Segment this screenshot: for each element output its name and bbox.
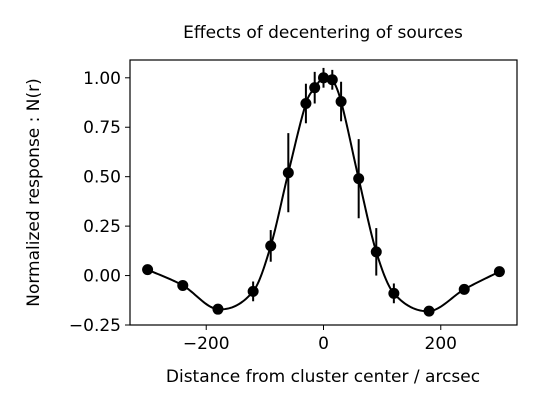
data-point — [265, 240, 277, 252]
y-tick-label: 0.50 — [83, 168, 121, 188]
data-point — [318, 72, 329, 84]
data-point — [388, 287, 400, 299]
data-point — [309, 82, 321, 94]
data-point — [493, 266, 505, 278]
y-axis-label: Normalized response : N(r) — [24, 78, 44, 307]
y-tick-label: 0.75 — [83, 118, 121, 138]
data-point — [142, 264, 154, 276]
data-point — [177, 279, 189, 291]
data-point — [282, 167, 294, 179]
y-tick-label: −0.25 — [69, 316, 121, 336]
plot-area — [129, 59, 518, 326]
x-tick-label: −200 — [183, 334, 230, 354]
error-bars — [252, 67, 395, 304]
data-point — [458, 283, 470, 295]
data-point — [247, 285, 259, 297]
x-axis-label: Distance from cluster center / arcsec — [166, 367, 480, 387]
x-tick-label: 0 — [318, 334, 329, 354]
data-point — [326, 74, 338, 86]
chart-title: Effects of decentering of sources — [183, 23, 463, 43]
data-point — [335, 96, 347, 108]
data-point — [353, 173, 365, 185]
data-points — [142, 72, 505, 317]
y-tick-label: 1.00 — [83, 69, 121, 89]
data-point — [300, 98, 312, 110]
y-tick-label: 0.00 — [83, 267, 121, 287]
x-tick-label: 200 — [425, 334, 457, 354]
data-point — [212, 303, 224, 315]
x-axis-ticks: −200 0 200 — [183, 325, 457, 354]
fit-curve — [147, 75, 500, 313]
data-point — [370, 246, 382, 258]
data-point — [423, 305, 435, 317]
y-axis-ticks: −0.25 0.00 0.25 0.50 0.75 1.00 — [69, 69, 130, 336]
fit-curve-line — [147, 75, 500, 313]
y-tick-label: 0.25 — [83, 217, 121, 237]
